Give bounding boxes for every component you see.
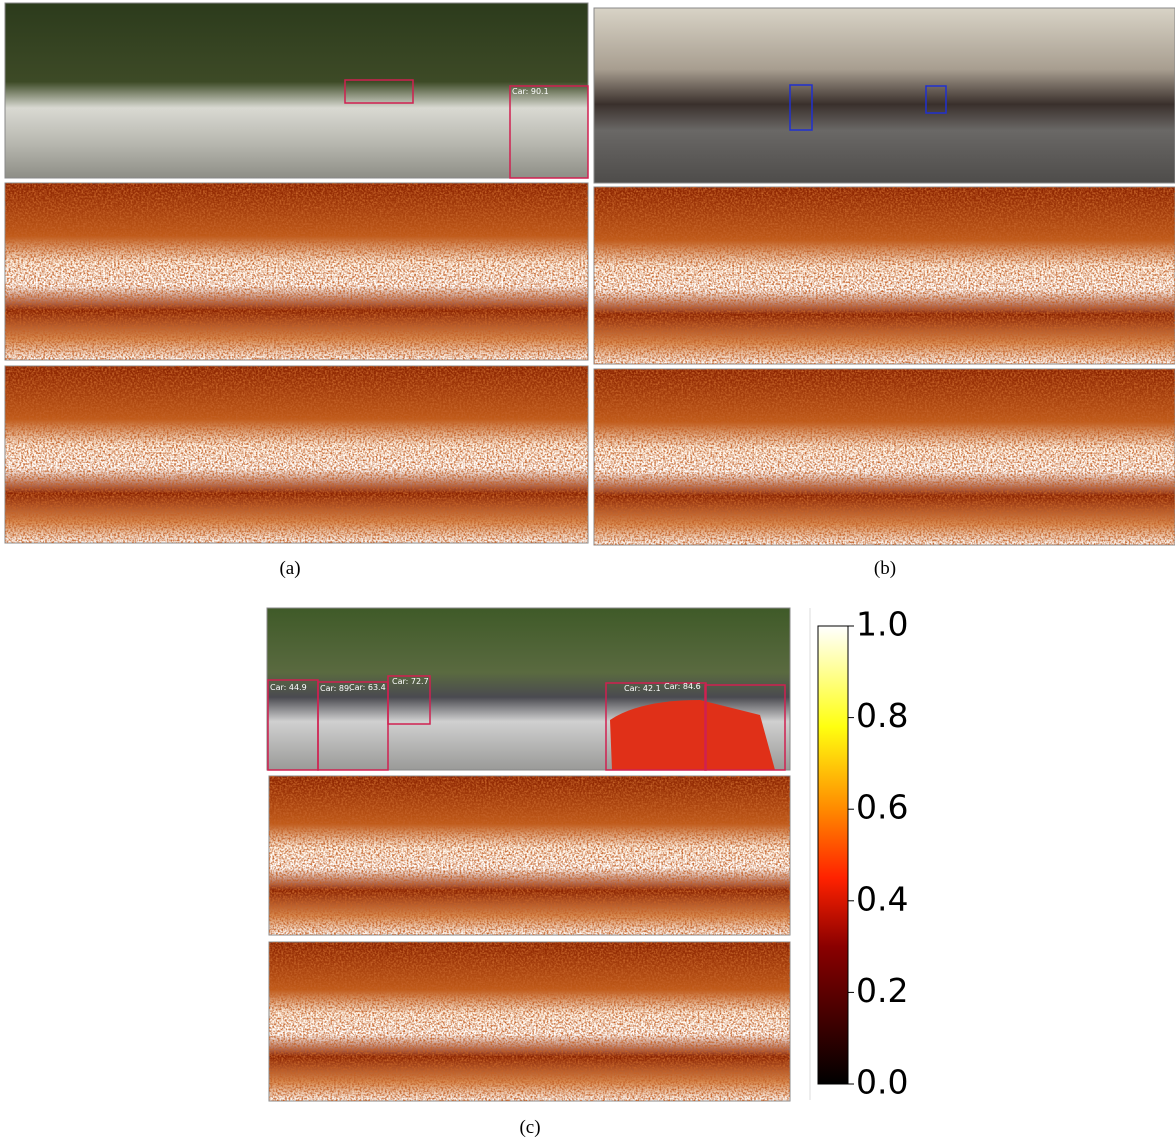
colorbar-tick-label: 0.2 [856, 971, 908, 1010]
colorbar-tick-label: 0.8 [856, 696, 908, 735]
colorbar [818, 626, 848, 1084]
colorbar-tick-label: 1.0 [856, 605, 908, 644]
heatmap-noise [594, 187, 1175, 364]
heatmap-noise [269, 776, 790, 935]
photo [594, 8, 1175, 183]
colorbar-tick-label: 0.4 [856, 879, 908, 918]
detection-label: Car: 63.4 [349, 683, 386, 692]
colorbar-tick-label: 0.0 [856, 1063, 908, 1102]
caption: (b) [874, 558, 896, 579]
detection-label: Car: 72.7 [392, 677, 429, 686]
heatmap-noise [5, 366, 588, 543]
photo [5, 3, 588, 178]
detection-label: Car: 42.1 [624, 684, 661, 693]
heatmap-noise [594, 369, 1175, 545]
caption: (c) [519, 1117, 540, 1138]
heatmap-noise [269, 942, 790, 1101]
caption: (a) [279, 558, 300, 579]
detection-label: Car: 90.1 [512, 87, 549, 96]
detection-label: Car: 84.6 [664, 682, 701, 691]
detection-label: Car: 89. [320, 684, 352, 693]
heatmap-noise [5, 183, 588, 360]
colorbar-tick-label: 0.6 [856, 788, 908, 827]
figure: Car: 90.1 (a) (b) Car: 44.9 Car: 89. Car… [0, 0, 1175, 1143]
detection-label: Car: 44.9 [270, 683, 307, 692]
